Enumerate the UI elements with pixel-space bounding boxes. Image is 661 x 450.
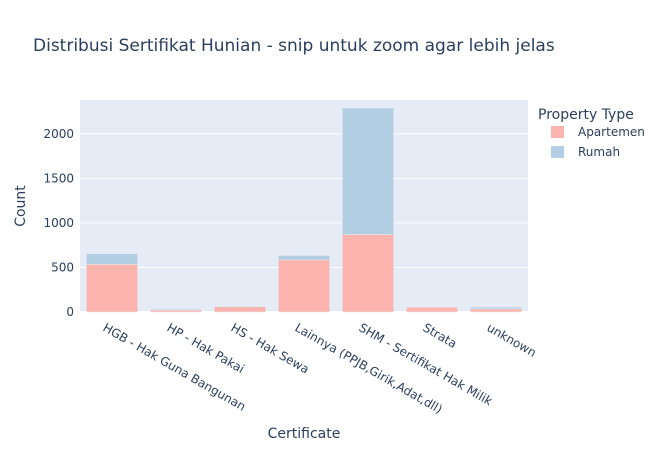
y-axis-label: Count xyxy=(13,185,29,227)
bar-rumah[interactable] xyxy=(86,253,138,265)
legend-title: Property Type xyxy=(538,107,634,123)
bar-rumah[interactable] xyxy=(470,306,522,310)
legend-label[interactable]: Apartemen xyxy=(578,125,645,139)
bar-apartemen[interactable] xyxy=(278,259,330,313)
y-tick-labels: 0 500 1000 1500 2000 xyxy=(43,127,74,319)
y-tick-label: 2000 xyxy=(43,127,74,141)
bar-rumah[interactable] xyxy=(278,255,330,261)
bar-apartemen[interactable] xyxy=(214,306,266,313)
legend-swatch[interactable] xyxy=(551,146,564,158)
x-tick-label: Strata xyxy=(421,320,460,350)
bar-apartemen[interactable] xyxy=(150,309,202,313)
x-tick-label: unknown xyxy=(485,320,539,359)
bar-apartemen[interactable] xyxy=(86,264,138,313)
bars[interactable] xyxy=(86,107,522,313)
bar-apartemen[interactable] xyxy=(406,306,458,313)
chart-title: Distribusi Sertifikat Hunian - snip untu… xyxy=(33,36,555,56)
bar-apartemen[interactable] xyxy=(470,308,522,313)
bar-rumah[interactable] xyxy=(342,107,394,235)
bar-rumah[interactable] xyxy=(150,309,202,311)
y-tick-label: 1500 xyxy=(43,171,74,185)
legend[interactable]: Property Type Apartemen Rumah xyxy=(538,107,645,159)
legend-swatch[interactable] xyxy=(551,126,564,138)
bar-apartemen[interactable] xyxy=(342,234,394,313)
legend-label[interactable]: Rumah xyxy=(578,145,620,159)
x-axis-label: Certificate xyxy=(268,426,341,442)
y-tick-label: 500 xyxy=(51,260,74,274)
y-tick-label: 1000 xyxy=(43,216,74,230)
y-tick-label: 0 xyxy=(66,305,74,319)
